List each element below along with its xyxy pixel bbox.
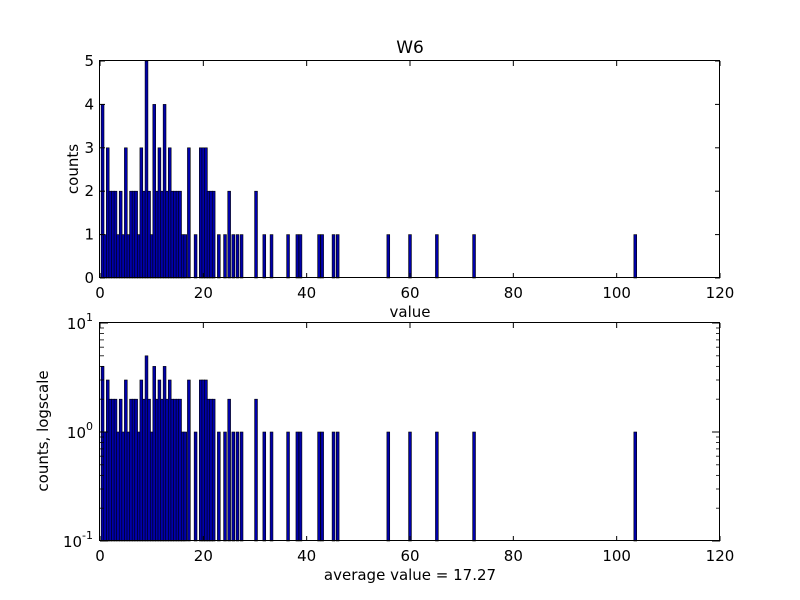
bar [254,398,258,542]
bar [408,431,412,542]
bar [227,190,231,279]
bar [231,234,236,279]
y-ticks-log: 10-1 100 101 [63,311,720,551]
bar [320,431,324,542]
bar [298,431,303,542]
bar [223,431,227,542]
bar [633,234,637,279]
bar [286,234,290,279]
x-tick-label: 40 [297,547,316,565]
bar [193,431,198,542]
x-tick-label: 80 [504,547,523,565]
x-tick-label: 60 [400,547,419,565]
bar [269,431,274,542]
bar [254,190,258,279]
y-tick-label: 10-1 [63,529,93,551]
y-tick-label: 2 [84,182,94,200]
bar [217,234,221,279]
x-ticks-log: 0 20 40 60 80 100 120 [95,323,734,565]
bar [298,234,303,279]
y-tick-label: 101 [67,311,93,333]
bar [211,190,216,279]
x-tick-label: 60 [400,284,419,302]
bar [472,234,476,279]
bar [435,431,439,542]
bar [317,431,321,542]
bar [183,234,187,279]
bar [239,431,244,542]
y-axis-label-logscale: counts, logscale [34,370,52,491]
y-axis-label: counts [64,144,82,194]
bar [435,234,439,279]
bar [331,431,336,542]
x-axis-label: value [390,303,431,321]
bar [231,431,236,542]
x-tick-label: 0 [95,547,105,565]
bar [386,431,391,542]
y-tick-label: 4 [84,95,94,113]
y-tick-label: 3 [84,139,94,157]
bar [187,379,191,542]
y-tick-label: 5 [84,52,94,70]
bar [262,431,267,542]
x-ticks-linear: 0 20 40 60 80 100 120 [95,61,734,302]
bar [262,234,267,279]
bar [217,431,221,542]
bar [335,431,340,542]
y-tick-label: 0 [84,269,94,287]
bar [223,234,227,279]
bar [239,234,244,279]
x-tick-label: 0 [95,284,105,302]
x-axis-label-average: average value = 17.27 [324,566,496,584]
x-tick-label: 40 [297,284,316,302]
x-tick-label: 120 [706,547,735,565]
bar [408,234,412,279]
bar [269,234,274,279]
bar [235,234,240,279]
x-tick-label: 100 [602,547,631,565]
y-tick-label: 100 [67,420,93,442]
x-tick-label: 100 [602,284,631,302]
bar [295,431,300,542]
histogram-log: 0 20 40 60 80 100 120 10-1 100 101 average value… [34,311,734,584]
bar [335,234,340,279]
x-tick-label: 20 [194,284,213,302]
bar [320,234,324,279]
y-ticks-linear: 0 1 2 3 4 5 [84,52,720,287]
bar [235,431,240,542]
bar [633,431,637,542]
chart-title: W6 [396,38,424,58]
bar [331,234,336,279]
bar [187,147,191,279]
bar [317,234,321,279]
bar [472,431,476,542]
x-tick-label: 120 [706,284,735,302]
y-tick-label: 1 [84,226,94,244]
bar [286,431,290,542]
bar [295,234,300,279]
histogram-linear: W6 0 20 40 60 80 100 120 0 1 2 3 4 5 value counts [64,38,734,321]
x-tick-label: 80 [504,284,523,302]
bar [211,398,216,542]
bar [227,398,231,542]
bar [193,234,198,279]
bar [183,431,187,542]
bar [386,234,391,279]
x-tick-label: 20 [194,547,213,565]
